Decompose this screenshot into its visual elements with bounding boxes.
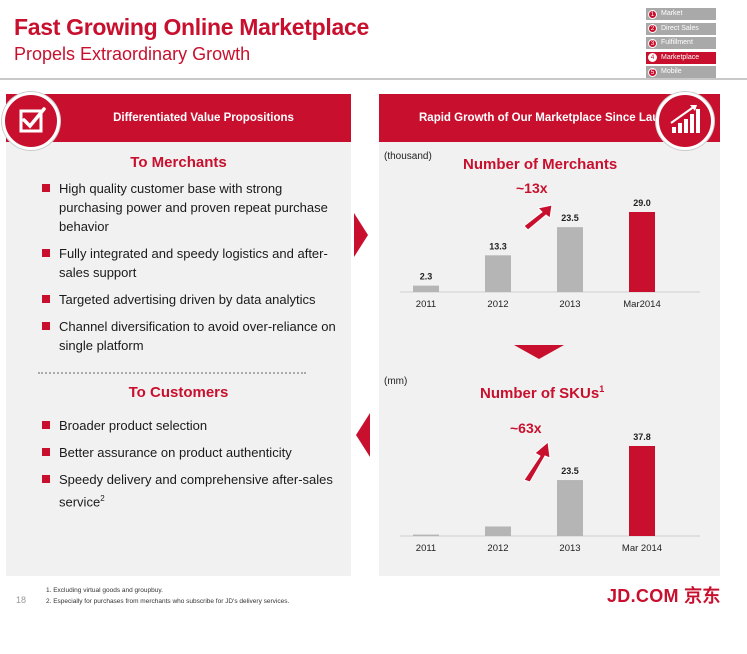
growth-multiplier: ~63x xyxy=(510,420,542,436)
nav-item-fulfillment[interactable]: 3 Fulfillment xyxy=(646,37,716,49)
header-divider xyxy=(0,78,747,80)
list-item: Fully integrated and speedy logistics an… xyxy=(42,244,342,282)
list-item: Channel diversification to avoid over-re… xyxy=(42,317,342,355)
footnote-ref: 1 xyxy=(599,384,605,394)
x-tick-label: 2011 xyxy=(416,543,436,554)
section-divider xyxy=(38,372,306,374)
bar xyxy=(413,534,439,537)
bar xyxy=(557,480,583,536)
footnotes: 1. Excluding virtual goods and groupbuy.… xyxy=(46,585,289,607)
growth-arrow-icon xyxy=(523,204,553,231)
bar-value-label: 23.5 xyxy=(561,213,579,223)
growth-arrow-icon xyxy=(523,441,551,483)
nav-item-marketplace[interactable]: 4 Marketplace xyxy=(646,51,716,64)
list-item: High quality customer base with strong p… xyxy=(42,179,342,236)
nav-num: 5 xyxy=(648,67,657,77)
bar-growth-icon xyxy=(656,92,714,150)
nav-item-label: Direct Sales xyxy=(661,24,699,32)
bar xyxy=(413,285,439,292)
footnote-ref: 2 xyxy=(100,494,105,503)
arrow-left-icon xyxy=(356,413,370,457)
page-subtitle: Propels Extraordinary Growth xyxy=(14,44,251,64)
nav-item-market[interactable]: 1 Market xyxy=(646,8,716,20)
chart-title: Number of SKUs1 xyxy=(480,384,604,402)
chart-title-text: Number of SKUs xyxy=(480,385,600,402)
bar xyxy=(485,255,511,292)
chart-unit: (mm) xyxy=(384,376,408,387)
list-item: Speedy delivery and comprehensive after-… xyxy=(42,470,342,511)
arrow-right-icon xyxy=(354,213,368,257)
skus-chart: 2011 2012 23.5 2013 37.8 Mar 2014 xyxy=(400,432,700,554)
page-number: 18 xyxy=(16,595,27,605)
nav-num: 1 xyxy=(648,9,657,19)
chart-title: Number of Merchants xyxy=(463,156,618,173)
bar xyxy=(485,526,511,536)
merchants-chart: 2.3 2011 13.3 2012 23.5 2013 29.0 Mar2014 xyxy=(400,198,700,310)
customers-title: To Customers xyxy=(128,384,229,401)
x-tick-label: 2013 xyxy=(559,543,580,554)
x-tick-label: 2013 xyxy=(559,299,580,310)
bar-value-label: 13.3 xyxy=(489,241,507,251)
x-tick-label: Mar2014 xyxy=(623,299,661,310)
chart-unit: (thousand) xyxy=(384,151,432,162)
list-item: Broader product selection xyxy=(42,416,342,435)
merchants-bullets: High quality customer base with strong p… xyxy=(42,179,342,363)
panel-header: Differentiated Value Propositions xyxy=(6,94,351,142)
footnote: 1. Excluding virtual goods and groupbuy. xyxy=(46,587,163,594)
nav-item-direct-sales[interactable]: 2 Direct Sales xyxy=(646,22,716,35)
x-tick-label: 2012 xyxy=(487,299,508,310)
bar xyxy=(629,212,655,292)
page-title: Fast Growing Online Marketplace xyxy=(14,14,369,40)
bar xyxy=(557,227,583,292)
merchants-title: To Merchants xyxy=(130,154,227,171)
list-item-text: Speedy delivery and comprehensive after-… xyxy=(59,472,333,510)
growth-multiplier: ~13x xyxy=(516,180,548,196)
bar-value-label: 37.8 xyxy=(633,432,651,442)
nav-item-label: Market xyxy=(661,10,683,17)
bar-value-label: 23.5 xyxy=(561,466,579,476)
customers-bullets: Broader product selection Better assuran… xyxy=(42,416,342,519)
nav-item-mobile[interactable]: 5 Mobile xyxy=(646,66,716,78)
bar-value-label: 2.3 xyxy=(420,272,433,282)
footnote: 2. Especially for purchases from merchan… xyxy=(46,598,290,605)
nav-num: 4 xyxy=(648,53,657,62)
nav-item-label: Fulfillment xyxy=(661,39,693,46)
nav-num: 3 xyxy=(648,38,657,48)
nav-item-label: Marketplace xyxy=(661,53,700,61)
x-tick-label: Mar 2014 xyxy=(622,543,662,554)
section-nav: 1 Market 2 Direct Sales 3 Fulfillment 4 Mark… xyxy=(646,8,716,81)
list-item: Better assurance on product authenticity xyxy=(42,443,342,462)
nav-num: 2 xyxy=(648,24,657,33)
x-tick-label: 2012 xyxy=(487,543,508,554)
value-propositions-panel: Differentiated Value Propositions To Mer… xyxy=(6,94,351,576)
bar xyxy=(629,446,655,536)
list-item: Targeted advertising driven by data anal… xyxy=(42,290,342,309)
checkbox-icon xyxy=(2,92,60,150)
jd-logo: JD.COM 京东 xyxy=(607,586,721,606)
bar-value-label: 29.0 xyxy=(633,198,651,208)
x-tick-label: 2011 xyxy=(416,299,436,310)
arrow-down-icon xyxy=(514,345,564,359)
nav-item-label: Mobile xyxy=(661,68,682,75)
